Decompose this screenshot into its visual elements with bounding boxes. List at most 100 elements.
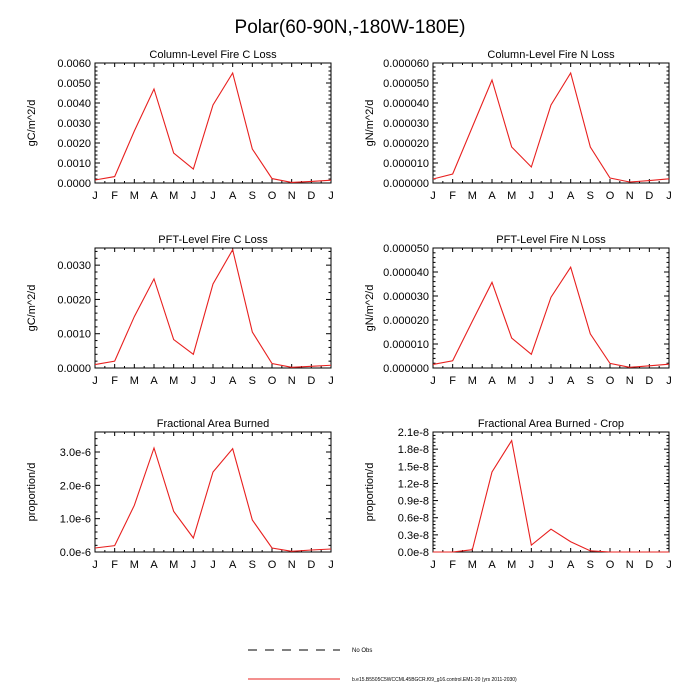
x-tick-label: J [529, 190, 535, 202]
legend-model-label: b.e15.B5505C5WCCML45BGCR.f09_g16.control… [352, 677, 517, 683]
y-tick-label: 0.0000 [57, 178, 91, 190]
x-tick-label: A [488, 559, 496, 571]
y-tick-label: 0.000010 [383, 158, 429, 170]
y-tick-label: 0.0020 [57, 294, 91, 306]
x-tick-label: F [449, 375, 456, 387]
y-tick-label: 0.000010 [383, 339, 429, 351]
x-tick-label: J [210, 559, 216, 571]
y-tick-label: 0.0030 [57, 118, 91, 130]
x-tick-label: O [606, 559, 615, 571]
x-tick-label: J [191, 375, 197, 387]
x-tick-label: J [430, 559, 436, 571]
x-tick-label: J [191, 559, 197, 571]
y-tick-label: 0.0010 [57, 158, 91, 170]
x-tick-label: F [111, 190, 118, 202]
series-line-model [432, 265, 670, 368]
x-tick-label: A [567, 559, 575, 571]
x-tick-label: M [130, 190, 139, 202]
x-tick-label: M [169, 559, 178, 571]
legend-obs-label: No Obs [352, 648, 372, 654]
y-tick-label: 0.000030 [383, 291, 429, 303]
x-tick-label: M [169, 375, 178, 387]
x-tick-label: J [666, 190, 672, 202]
y-axis-label: proportion/d [364, 463, 376, 522]
x-tick-label: A [229, 559, 237, 571]
y-tick-label: 0.0020 [57, 138, 91, 150]
x-tick-label: O [606, 190, 615, 202]
y-tick-label: 0.000040 [383, 98, 429, 110]
y-tick-label: 0.000000 [383, 363, 429, 375]
x-tick-label: J [430, 375, 436, 387]
legend: No Obs b.e15.B5505C5WCCML45BGCR.f09_g16.… [248, 648, 517, 683]
y-tick-label: 1.0e-6 [60, 514, 91, 526]
panel-title: Fractional Area Burned - Crop [478, 418, 624, 430]
x-tick-label: N [288, 559, 296, 571]
x-tick-label: A [488, 190, 496, 202]
x-tick-label: F [449, 190, 456, 202]
x-tick-label: S [587, 559, 594, 571]
x-tick-label: J [666, 375, 672, 387]
x-tick-label: M [507, 375, 516, 387]
x-tick-label: M [468, 190, 477, 202]
x-tick-label: F [449, 559, 456, 571]
y-tick-label: 0.000030 [383, 118, 429, 130]
x-tick-label: F [111, 375, 118, 387]
x-tick-label: J [430, 190, 436, 202]
x-tick-label: A [229, 375, 237, 387]
panel-title: Fractional Area Burned [157, 418, 270, 430]
x-tick-label: J [210, 190, 216, 202]
y-tick-label: 0.6e-8 [398, 513, 429, 525]
x-tick-label: S [249, 559, 256, 571]
y-tick-label: 2.1e-8 [398, 427, 429, 439]
x-tick-label: J [191, 190, 197, 202]
figure-title: Polar(60-90N,-180W-180E) [235, 17, 466, 38]
panel-title: PFT-Level Fire C Loss [158, 234, 268, 246]
x-tick-label: J [548, 190, 554, 202]
x-tick-label: J [92, 559, 98, 571]
y-tick-label: 0.000040 [383, 267, 429, 279]
x-tick-label: M [468, 375, 477, 387]
x-tick-label: F [111, 559, 118, 571]
series-line-model [94, 248, 332, 368]
y-axis-label: gC/m^2/d [26, 100, 38, 147]
x-tick-label: J [328, 190, 334, 202]
x-tick-label: O [268, 559, 277, 571]
y-tick-label: 0.0030 [57, 260, 91, 272]
x-tick-label: J [92, 190, 98, 202]
x-tick-label: S [249, 375, 256, 387]
x-tick-label: J [210, 375, 216, 387]
x-tick-label: D [307, 190, 315, 202]
y-tick-label: 1.8e-8 [398, 444, 429, 456]
y-tick-label: 0.0040 [57, 98, 91, 110]
y-tick-label: 0.000020 [383, 138, 429, 150]
x-tick-label: J [92, 375, 98, 387]
chart-panel-6: Fractional Area Burned - Crop proportion/… [364, 418, 672, 571]
x-tick-label: O [268, 375, 277, 387]
x-tick-label: N [626, 559, 634, 571]
panel-title: Column-Level Fire C Loss [149, 49, 277, 61]
x-tick-label: J [529, 375, 535, 387]
x-tick-label: O [268, 190, 277, 202]
panel-title: Column-Level Fire N Loss [487, 49, 615, 61]
x-tick-label: M [468, 559, 477, 571]
x-tick-label: J [328, 559, 334, 571]
plot-frame [432, 247, 670, 369]
x-tick-label: J [529, 559, 535, 571]
y-axis-label: proportion/d [26, 463, 38, 522]
y-tick-label: 0.0010 [57, 329, 91, 341]
y-axis-label: gC/m^2/d [26, 285, 38, 332]
x-tick-label: N [626, 190, 634, 202]
y-tick-label: 0.0e-8 [398, 547, 429, 559]
y-tick-label: 0.0e-6 [60, 547, 91, 559]
y-tick-label: 2.0e-6 [60, 480, 91, 492]
plot-frame [94, 431, 332, 553]
x-tick-label: D [645, 375, 653, 387]
x-tick-label: N [288, 190, 296, 202]
x-tick-label: M [130, 375, 139, 387]
x-tick-label: A [150, 559, 158, 571]
y-tick-label: 1.5e-8 [398, 461, 429, 473]
y-tick-label: 0.000050 [383, 78, 429, 90]
x-tick-label: A [567, 190, 575, 202]
